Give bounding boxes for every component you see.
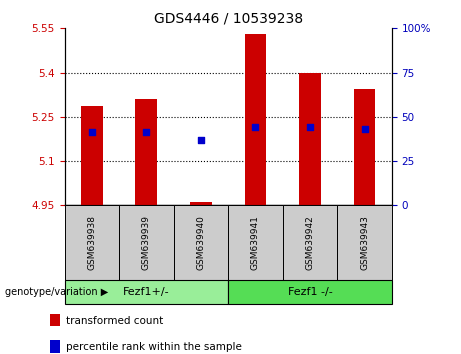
Bar [244, 34, 266, 205]
Text: transformed count: transformed count [66, 316, 164, 326]
Bar [299, 73, 321, 205]
FancyBboxPatch shape [119, 205, 174, 280]
FancyBboxPatch shape [228, 280, 392, 304]
Text: Fezf1 -/-: Fezf1 -/- [288, 287, 332, 297]
Point [142, 129, 150, 135]
Bar [136, 99, 157, 205]
Bar [354, 89, 375, 205]
Bar [190, 202, 212, 205]
Point [361, 126, 368, 131]
Title: GDS4446 / 10539238: GDS4446 / 10539238 [154, 12, 303, 26]
Text: GSM639942: GSM639942 [306, 215, 314, 270]
Text: GSM639941: GSM639941 [251, 215, 260, 270]
Bar [50, 340, 60, 353]
Text: GSM639939: GSM639939 [142, 215, 151, 270]
FancyBboxPatch shape [228, 205, 283, 280]
FancyBboxPatch shape [174, 205, 228, 280]
Text: GSM639943: GSM639943 [360, 215, 369, 270]
Point [88, 129, 95, 135]
FancyBboxPatch shape [65, 280, 228, 304]
Text: GSM639940: GSM639940 [196, 215, 206, 270]
Point [306, 124, 313, 130]
Text: percentile rank within the sample: percentile rank within the sample [66, 342, 242, 352]
Text: Fezf1+/-: Fezf1+/- [123, 287, 170, 297]
Point [197, 138, 205, 143]
FancyBboxPatch shape [65, 205, 119, 280]
Text: genotype/variation ▶: genotype/variation ▶ [5, 287, 108, 297]
FancyBboxPatch shape [337, 205, 392, 280]
Bar [81, 107, 103, 205]
Text: GSM639938: GSM639938 [87, 215, 96, 270]
FancyBboxPatch shape [283, 205, 337, 280]
Point [252, 124, 259, 130]
Bar [50, 314, 60, 326]
